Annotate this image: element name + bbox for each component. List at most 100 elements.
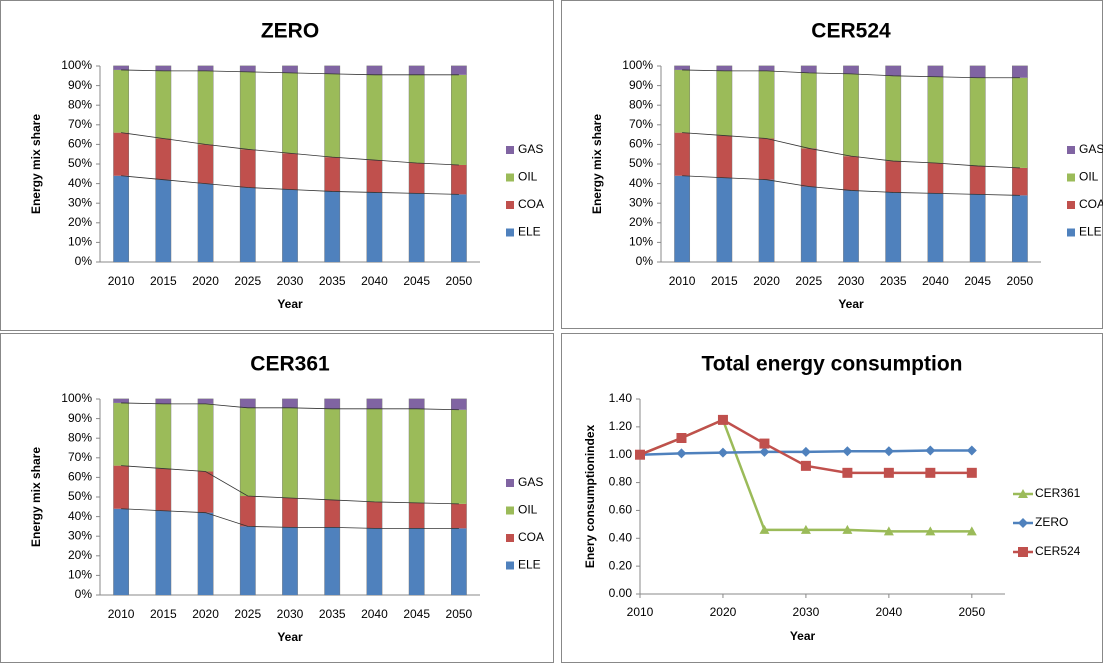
bar-segment — [759, 179, 775, 262]
bar-segment — [759, 66, 775, 71]
bar-segment — [759, 70, 775, 139]
y-tick-label: 100% — [61, 391, 92, 405]
bar-segment — [843, 190, 859, 262]
marker — [759, 446, 770, 457]
x-tick-label: 2050 — [958, 605, 985, 619]
marker — [759, 524, 770, 534]
marker — [925, 526, 936, 536]
bar-segment — [324, 73, 340, 158]
bar-segment — [801, 148, 817, 187]
bar-segment — [366, 501, 382, 529]
x-tick-label: 2010 — [627, 605, 654, 619]
bar-segment — [240, 187, 256, 262]
marker — [925, 445, 936, 456]
chart-title: ZERO — [261, 20, 319, 43]
bar-segment — [843, 73, 859, 157]
x-tick-label: 2015 — [150, 274, 177, 288]
legend-swatch — [506, 228, 514, 237]
bar-segment — [451, 164, 467, 195]
bar-segment — [324, 66, 340, 74]
legend-swatch — [1067, 228, 1075, 237]
bar-segment — [843, 156, 859, 191]
bar-segment — [324, 527, 340, 595]
marker — [676, 448, 687, 459]
bar-segment — [366, 66, 382, 75]
legend-swatch — [1067, 173, 1075, 182]
legend-label: COA — [1079, 197, 1103, 211]
series-line — [121, 69, 459, 76]
x-tick-label: 2045 — [403, 607, 430, 621]
series-line — [121, 132, 459, 166]
chart-panel: ZERO 0% 10% 20% 30% 40% 50% 60% 70% 80% 90% 100% Ene… — [29, 20, 544, 312]
legend-swatch — [506, 201, 514, 209]
y-tick-label: 10% — [68, 568, 92, 582]
bar-segment — [198, 471, 214, 513]
chart-title: CER361 — [250, 353, 330, 376]
x-tick-label: 2015 — [711, 274, 738, 288]
x-tick-label: 2045 — [964, 274, 991, 288]
bar-segment — [927, 66, 943, 77]
legend-label: ELE — [518, 558, 541, 572]
y-tick-label: 80% — [68, 97, 92, 111]
x-tick-label: 2010 — [108, 274, 135, 288]
bar-segment — [324, 157, 340, 192]
bar-segment — [198, 399, 214, 404]
x-tick-label: 2050 — [446, 274, 473, 288]
y-tick-label: 50% — [629, 156, 653, 170]
y-tick-label: 60% — [68, 137, 92, 151]
series-line — [639, 418, 972, 533]
bar-segment — [113, 402, 129, 466]
bar-segment — [240, 407, 256, 497]
marker — [800, 524, 811, 534]
bar-segment — [282, 66, 298, 73]
bar-segment — [409, 193, 425, 262]
x-tick-label: 2020 — [710, 605, 737, 619]
bar-segment — [155, 66, 171, 71]
legend-label: CER524 — [1035, 544, 1081, 558]
legend-swatch — [506, 146, 514, 154]
bar-segment — [155, 70, 171, 139]
bar-segment — [113, 66, 129, 70]
y-tick-label: 0.80 — [609, 475, 633, 489]
bar-segment — [240, 399, 256, 408]
bar-segment — [409, 502, 425, 529]
y-tick-label: 20% — [629, 215, 653, 229]
legend-label: OIL — [1079, 170, 1099, 184]
bar-segment — [282, 153, 298, 190]
bar-segment — [240, 496, 256, 527]
y-tick-label: 60% — [629, 137, 653, 151]
bar-segment — [451, 503, 467, 529]
marker — [966, 467, 977, 478]
bar-segment — [324, 399, 340, 409]
bar-segment — [282, 497, 298, 528]
bar-segment — [716, 66, 732, 71]
bar-segment — [198, 512, 214, 595]
legend-swatch — [506, 561, 514, 570]
bar-segment — [927, 76, 943, 164]
x-tick-label: 2050 — [446, 607, 473, 621]
x-tick-label: 2025 — [795, 274, 822, 288]
bar-segment — [366, 528, 382, 595]
marker — [1018, 489, 1028, 498]
bar-segment — [282, 407, 298, 498]
bar-segment — [970, 194, 986, 262]
bar-segment — [282, 72, 298, 154]
bar-segment — [801, 186, 817, 262]
series-line — [682, 132, 1020, 169]
marker — [635, 449, 645, 460]
series-line — [121, 402, 459, 411]
marker — [676, 433, 687, 443]
bar-segment — [240, 149, 256, 188]
y-tick-label: 20% — [68, 215, 92, 229]
y-tick-label: 0.00 — [609, 586, 633, 600]
bar-segment — [674, 175, 690, 262]
bar-segment — [113, 465, 129, 509]
x-tick-label: 2050 — [1007, 274, 1034, 288]
marker — [800, 460, 811, 471]
x-tick-label: 2020 — [192, 607, 219, 621]
chart-panel: Total energy consumption 0.00 0.20 0.40 0.60… — [583, 353, 1081, 644]
y-tick-label: 0% — [636, 254, 654, 268]
marker — [966, 445, 977, 456]
legend-label: COA — [518, 197, 544, 211]
bar-segment — [198, 70, 214, 145]
